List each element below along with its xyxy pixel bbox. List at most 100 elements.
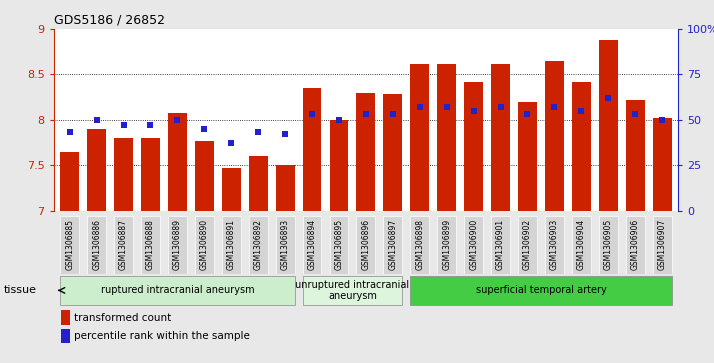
Point bbox=[279, 131, 291, 137]
FancyBboxPatch shape bbox=[411, 216, 429, 274]
Text: GSM1306892: GSM1306892 bbox=[253, 219, 263, 270]
FancyBboxPatch shape bbox=[303, 276, 402, 305]
Bar bbox=[545, 61, 564, 211]
Point bbox=[360, 111, 371, 117]
FancyBboxPatch shape bbox=[195, 216, 213, 274]
Point bbox=[441, 104, 453, 110]
FancyBboxPatch shape bbox=[411, 276, 672, 305]
Bar bbox=[356, 93, 376, 211]
Point bbox=[118, 122, 129, 128]
Text: GSM1306895: GSM1306895 bbox=[334, 219, 343, 270]
Point bbox=[253, 130, 264, 135]
FancyBboxPatch shape bbox=[222, 216, 241, 274]
Point bbox=[549, 104, 560, 110]
FancyBboxPatch shape bbox=[114, 216, 133, 274]
Bar bbox=[248, 156, 268, 211]
Point bbox=[226, 140, 237, 146]
FancyBboxPatch shape bbox=[87, 216, 106, 274]
Point bbox=[171, 117, 183, 123]
Point bbox=[495, 104, 506, 110]
Text: GSM1306907: GSM1306907 bbox=[658, 219, 667, 270]
Bar bbox=[491, 64, 510, 211]
Point bbox=[575, 108, 587, 114]
FancyBboxPatch shape bbox=[330, 216, 348, 274]
Bar bbox=[330, 120, 348, 211]
FancyBboxPatch shape bbox=[141, 216, 160, 274]
Bar bbox=[195, 141, 213, 211]
Bar bbox=[518, 102, 537, 211]
Text: GSM1306886: GSM1306886 bbox=[92, 219, 101, 270]
Text: unruptured intracranial
aneurysm: unruptured intracranial aneurysm bbox=[296, 280, 410, 301]
Text: GSM1306891: GSM1306891 bbox=[227, 219, 236, 270]
Text: GSM1306894: GSM1306894 bbox=[308, 219, 316, 270]
FancyBboxPatch shape bbox=[437, 216, 456, 274]
Point bbox=[656, 117, 668, 123]
Text: GSM1306897: GSM1306897 bbox=[388, 219, 398, 270]
Text: percentile rank within the sample: percentile rank within the sample bbox=[74, 331, 249, 341]
Point bbox=[306, 111, 318, 117]
Text: GSM1306898: GSM1306898 bbox=[416, 219, 424, 270]
Bar bbox=[114, 138, 133, 211]
Point bbox=[198, 126, 210, 132]
Text: GSM1306906: GSM1306906 bbox=[630, 219, 640, 270]
FancyBboxPatch shape bbox=[276, 216, 295, 274]
Text: GSM1306888: GSM1306888 bbox=[146, 219, 155, 270]
Text: GSM1306903: GSM1306903 bbox=[550, 219, 559, 270]
Text: GSM1306902: GSM1306902 bbox=[523, 219, 532, 270]
FancyBboxPatch shape bbox=[518, 216, 537, 274]
Text: GSM1306905: GSM1306905 bbox=[604, 219, 613, 270]
FancyBboxPatch shape bbox=[599, 216, 618, 274]
Text: GDS5186 / 26852: GDS5186 / 26852 bbox=[54, 13, 164, 26]
Bar bbox=[383, 94, 402, 211]
FancyBboxPatch shape bbox=[383, 216, 402, 274]
Point bbox=[630, 111, 641, 117]
FancyBboxPatch shape bbox=[303, 216, 321, 274]
Bar bbox=[60, 151, 79, 211]
Bar bbox=[653, 118, 672, 211]
Bar bbox=[411, 64, 429, 211]
FancyBboxPatch shape bbox=[491, 216, 510, 274]
Text: GSM1306889: GSM1306889 bbox=[173, 219, 182, 270]
FancyBboxPatch shape bbox=[60, 276, 295, 305]
Bar bbox=[572, 82, 590, 211]
Text: GSM1306896: GSM1306896 bbox=[361, 219, 371, 270]
FancyBboxPatch shape bbox=[572, 216, 590, 274]
Text: GSM1306885: GSM1306885 bbox=[65, 219, 74, 270]
Point bbox=[91, 117, 102, 123]
Point bbox=[603, 95, 614, 101]
Text: GSM1306893: GSM1306893 bbox=[281, 219, 290, 270]
Text: superficial temporal artery: superficial temporal artery bbox=[476, 285, 606, 295]
Text: GSM1306901: GSM1306901 bbox=[496, 219, 505, 270]
Point bbox=[64, 130, 76, 135]
Bar bbox=[303, 88, 321, 211]
Text: ruptured intracranial aneurysm: ruptured intracranial aneurysm bbox=[101, 285, 254, 295]
Point bbox=[333, 117, 345, 123]
Point bbox=[468, 108, 479, 114]
Bar bbox=[599, 40, 618, 211]
Bar bbox=[222, 168, 241, 211]
Bar bbox=[276, 165, 295, 211]
Text: tissue: tissue bbox=[4, 285, 36, 295]
Text: GSM1306887: GSM1306887 bbox=[119, 219, 128, 270]
Text: GSM1306900: GSM1306900 bbox=[469, 219, 478, 270]
Text: transformed count: transformed count bbox=[74, 313, 171, 323]
Bar bbox=[625, 100, 645, 211]
FancyBboxPatch shape bbox=[625, 216, 645, 274]
Point bbox=[414, 104, 426, 110]
FancyBboxPatch shape bbox=[248, 216, 268, 274]
FancyBboxPatch shape bbox=[356, 216, 376, 274]
Text: GSM1306890: GSM1306890 bbox=[200, 219, 209, 270]
Point bbox=[522, 111, 533, 117]
Bar bbox=[437, 64, 456, 211]
FancyBboxPatch shape bbox=[545, 216, 564, 274]
FancyBboxPatch shape bbox=[464, 216, 483, 274]
Bar bbox=[87, 129, 106, 211]
Bar bbox=[168, 113, 187, 211]
Bar bbox=[141, 138, 160, 211]
Text: GSM1306904: GSM1306904 bbox=[577, 219, 586, 270]
FancyBboxPatch shape bbox=[168, 216, 187, 274]
Text: GSM1306899: GSM1306899 bbox=[442, 219, 451, 270]
Bar bbox=[464, 82, 483, 211]
Point bbox=[145, 122, 156, 128]
FancyBboxPatch shape bbox=[60, 216, 79, 274]
